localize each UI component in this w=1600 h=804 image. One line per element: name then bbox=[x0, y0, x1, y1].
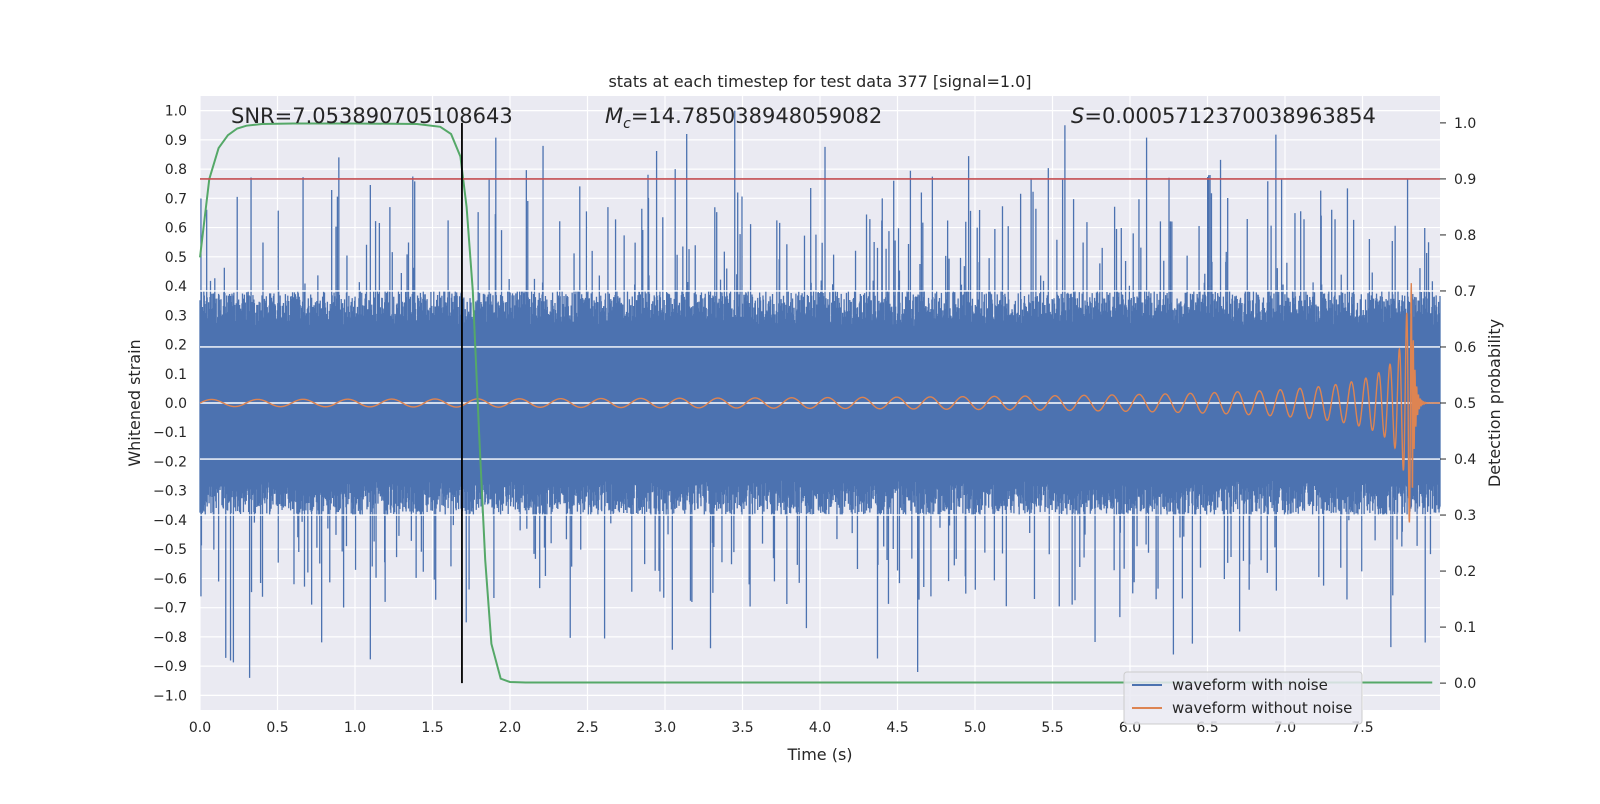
s-value: =0.0005712370038963854 bbox=[1084, 104, 1376, 128]
snr-annotation: SNR=7.053890705108643 bbox=[231, 104, 513, 128]
y2-axis-label: Detection probability bbox=[1485, 319, 1504, 487]
y-tick-label: 1.0 bbox=[165, 104, 187, 120]
y-tick-label: −0.1 bbox=[153, 425, 187, 441]
y-tick-label: 0.6 bbox=[165, 221, 187, 237]
y2-tick-label: 0.9 bbox=[1454, 172, 1476, 188]
chirp-mass-subscript: c bbox=[623, 116, 631, 132]
x-tick-label: 0.5 bbox=[266, 720, 288, 736]
y-tick-label: −0.5 bbox=[153, 542, 187, 558]
chart-title: stats at each timestep for test data 377… bbox=[608, 72, 1031, 91]
y-tick-label: 0.4 bbox=[165, 279, 187, 295]
y-tick-label: 0.5 bbox=[165, 250, 187, 266]
y-tick-label: 0.9 bbox=[165, 133, 187, 149]
y2-tick-label: 0.2 bbox=[1454, 564, 1476, 580]
y-tick-label: −0.8 bbox=[153, 630, 187, 646]
noise-trace bbox=[199, 110, 1441, 678]
s-annotation: S=0.0005712370038963854 bbox=[1071, 104, 1376, 128]
y2-tick-label: 1.0 bbox=[1454, 116, 1476, 132]
y-tick-label: −0.3 bbox=[153, 484, 187, 500]
y-tick-label: 0.1 bbox=[165, 367, 187, 383]
x-tick-label: 5.0 bbox=[964, 720, 986, 736]
x-tick-label: 4.0 bbox=[809, 720, 831, 736]
probability-trace bbox=[199, 122, 1433, 684]
s-symbol: S bbox=[1071, 104, 1084, 128]
y-tick-label: −1.0 bbox=[153, 688, 187, 704]
y-tick-label: 0.2 bbox=[165, 338, 187, 354]
y-tick-label: 0.3 bbox=[165, 308, 187, 324]
series-detection-probability bbox=[199, 122, 1433, 684]
chirp-mass-annotation: Mc=14.785038948059082 bbox=[605, 104, 882, 132]
y2-tick-label: 0.5 bbox=[1454, 396, 1476, 412]
x-axis-label: Time (s) bbox=[786, 745, 852, 764]
x-tick-label: 1.5 bbox=[421, 720, 443, 736]
y-tick-label: −0.9 bbox=[153, 659, 187, 675]
legend-label-noise: waveform with noise bbox=[1172, 676, 1328, 694]
series-waveform-with-noise bbox=[199, 110, 1441, 678]
reference-lines bbox=[200, 122, 1440, 684]
x-tick-label: 0.0 bbox=[189, 720, 211, 736]
legend-box bbox=[1123, 671, 1363, 725]
x-tick-label: 5.5 bbox=[1041, 720, 1063, 736]
y2-tick-label: 0.8 bbox=[1454, 228, 1476, 244]
y-tick-label: −0.7 bbox=[153, 601, 187, 617]
y2-tick-label: 0.4 bbox=[1454, 452, 1476, 468]
chirp-mass-symbol: M bbox=[605, 104, 623, 128]
y-axis-label: Whitened strain bbox=[125, 339, 144, 466]
x-tick-label: 4.5 bbox=[886, 720, 908, 736]
y2-tick-label: 0.3 bbox=[1454, 508, 1476, 524]
chirp-trace bbox=[199, 283, 1440, 523]
y2-tick-label: 0.6 bbox=[1454, 340, 1476, 356]
series-waveform-without-noise bbox=[199, 283, 1440, 523]
y2-tick-label: 0.7 bbox=[1454, 284, 1476, 300]
x-tick-label: 3.5 bbox=[731, 720, 753, 736]
y-tick-label: 0.8 bbox=[165, 162, 187, 178]
x-tick-label: 2.5 bbox=[576, 720, 598, 736]
y-tick-label: −0.6 bbox=[153, 571, 187, 587]
x-tick-label: 3.0 bbox=[654, 720, 676, 736]
y2-tick-label: 0.1 bbox=[1454, 620, 1476, 636]
y2-tick-label: 0.0 bbox=[1454, 676, 1476, 692]
legend: waveform with noise waveform without noi… bbox=[1123, 671, 1363, 725]
chirp-mass-value: =14.785038948059082 bbox=[631, 104, 882, 128]
y-tick-label: −0.4 bbox=[153, 513, 187, 529]
x-tick-label: 1.0 bbox=[344, 720, 366, 736]
y-tick-label: 0.0 bbox=[165, 396, 187, 412]
legend-label-clean: waveform without noise bbox=[1172, 699, 1352, 717]
x-tick-label: 2.0 bbox=[499, 720, 521, 736]
y-tick-label: −0.2 bbox=[153, 454, 187, 470]
y-tick-label: 0.7 bbox=[165, 191, 187, 207]
